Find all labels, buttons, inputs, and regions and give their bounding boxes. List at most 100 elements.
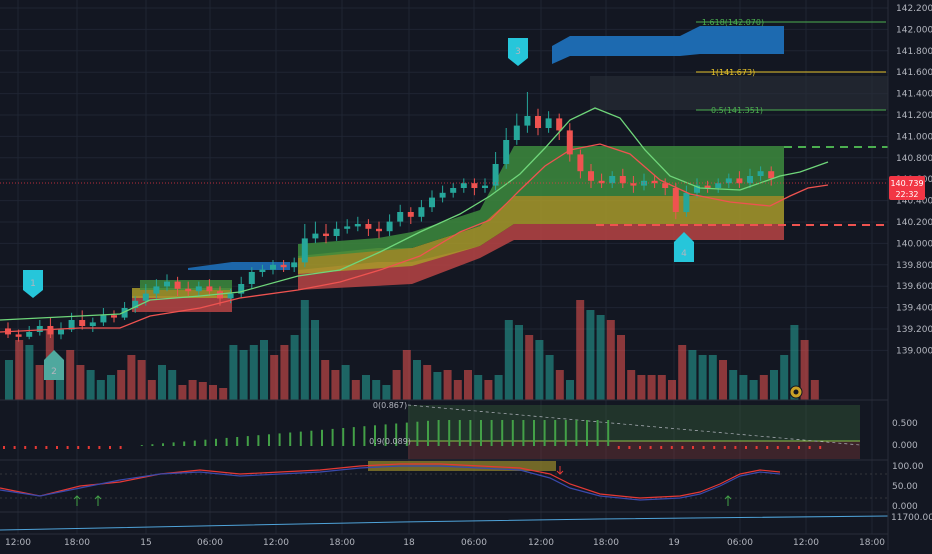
time-axis[interactable]: 12:00 18:00 15 06:00 12:00 18:00 18 06:00 12:00 1…: [5, 538, 885, 548]
zone-green: [298, 146, 784, 258]
volume-bar: [668, 380, 676, 400]
candle-body: [566, 130, 573, 155]
volume-bar: [137, 360, 146, 400]
wave-marker-2[interactable]: 2: [44, 350, 64, 380]
candle-body: [195, 286, 202, 292]
fib-level-label: 1(141.673): [711, 68, 755, 77]
wave-marker-1[interactable]: 1: [23, 270, 43, 298]
candle-body: [206, 286, 213, 292]
osc-zone-green: [408, 405, 860, 441]
volume-bar: [127, 355, 136, 400]
candle-body: [619, 176, 626, 184]
price-tick-label: 141.000: [896, 132, 932, 142]
candle-body: [376, 228, 382, 232]
volume-bar: [535, 340, 544, 400]
osc-annotation: 0(0.867): [373, 401, 407, 410]
price-tick-label: 141.600: [896, 68, 932, 78]
settings-gear-icon[interactable]: [789, 385, 803, 399]
candle-body: [15, 334, 22, 337]
volume-bar: [637, 375, 646, 400]
candle-body: [630, 183, 637, 186]
marker-shape: [674, 232, 694, 262]
price-tick-label: 139.800: [896, 261, 932, 271]
volume-bar: [433, 372, 442, 400]
volume-bar: [688, 350, 697, 400]
price-tick-label: 139.200: [896, 325, 932, 335]
volume-bar: [586, 310, 595, 400]
candle-body: [217, 291, 223, 299]
price-tick-label: 139.600: [896, 282, 932, 292]
candle-body: [598, 180, 605, 184]
volume-bar: [402, 350, 411, 400]
rsi-arrow-up-icon: [94, 495, 102, 506]
volume-bar: [198, 382, 207, 400]
candle-body: [291, 262, 298, 268]
volume-bar: [474, 375, 483, 400]
candle-body: [185, 288, 192, 292]
time-tick-label: 18:00: [859, 538, 885, 548]
wave-marker-4[interactable]: 4: [674, 232, 694, 262]
volume-bar: [413, 360, 421, 400]
candle-body: [768, 171, 775, 179]
volume-bar: [484, 380, 493, 400]
zone-red: [298, 224, 784, 290]
marker-label: 4: [681, 249, 687, 259]
osc-zone-red: [408, 441, 860, 459]
rsi-axis-label: 0.000: [892, 502, 918, 512]
volume-bar: [311, 320, 319, 400]
volume-bar: [229, 345, 238, 400]
volume-bar: [168, 370, 177, 400]
candle-body: [460, 183, 467, 188]
candle-body: [704, 185, 711, 188]
volume-bar: [239, 350, 248, 400]
volume-bar: [525, 335, 534, 400]
candle-body: [248, 272, 255, 284]
volume-bar: [372, 380, 381, 400]
candle-body: [365, 224, 372, 229]
candle-body: [577, 154, 584, 172]
rsi-line-blue: [0, 465, 781, 501]
rsi-overbought-zone: [368, 461, 556, 471]
time-tick-label: 18:00: [593, 538, 619, 548]
price-tick-label: 139.000: [896, 346, 932, 356]
candle-body: [524, 116, 531, 126]
price-tick-label: 140.800: [896, 154, 932, 164]
candle-body: [174, 281, 181, 289]
volume-bar: [66, 350, 75, 400]
wave-marker-3[interactable]: 3: [508, 38, 528, 66]
volume-bar: [331, 370, 340, 400]
time-tick-label: 12:00: [793, 538, 819, 548]
candle-body: [641, 180, 647, 186]
moving-averages: [0, 107, 888, 333]
candle-body: [513, 125, 520, 140]
candle-body: [715, 183, 722, 188]
candle-body: [227, 293, 234, 299]
volume-bar: [96, 380, 105, 400]
osc-axis-label: 0.500: [892, 419, 918, 429]
fibonacci-levels[interactable]: 1.618(142.070) 1(141.673) 0.5(141.351): [696, 18, 886, 115]
price-tick-label: 142.200: [896, 4, 932, 14]
candle-body: [58, 329, 64, 335]
current-price-value: 140.739: [890, 179, 923, 188]
candle-body: [238, 284, 245, 294]
countdown-timer: 22:32: [895, 190, 918, 199]
candle-body: [418, 207, 425, 217]
volume-bar: [494, 375, 503, 400]
rsi-axis-label: 50.00: [892, 482, 918, 492]
candle-body: [270, 264, 276, 270]
rsi-axis-label: 100.00: [892, 462, 924, 472]
volume-bar: [260, 340, 268, 400]
volume-bar: [708, 355, 717, 400]
volume-bar: [504, 320, 513, 400]
current-price-label: 140.739 22:32: [889, 176, 925, 200]
candlesticks[interactable]: [5, 92, 775, 342]
fib-level-label: 0.5(141.351): [711, 106, 763, 115]
volume-bar: [341, 365, 350, 400]
volume-bar: [719, 360, 727, 400]
candle-body: [132, 300, 139, 308]
volume-bar: [657, 375, 666, 400]
volume-bar: [382, 385, 391, 400]
wave-markers[interactable]: 1 2 3 4: [23, 38, 694, 380]
